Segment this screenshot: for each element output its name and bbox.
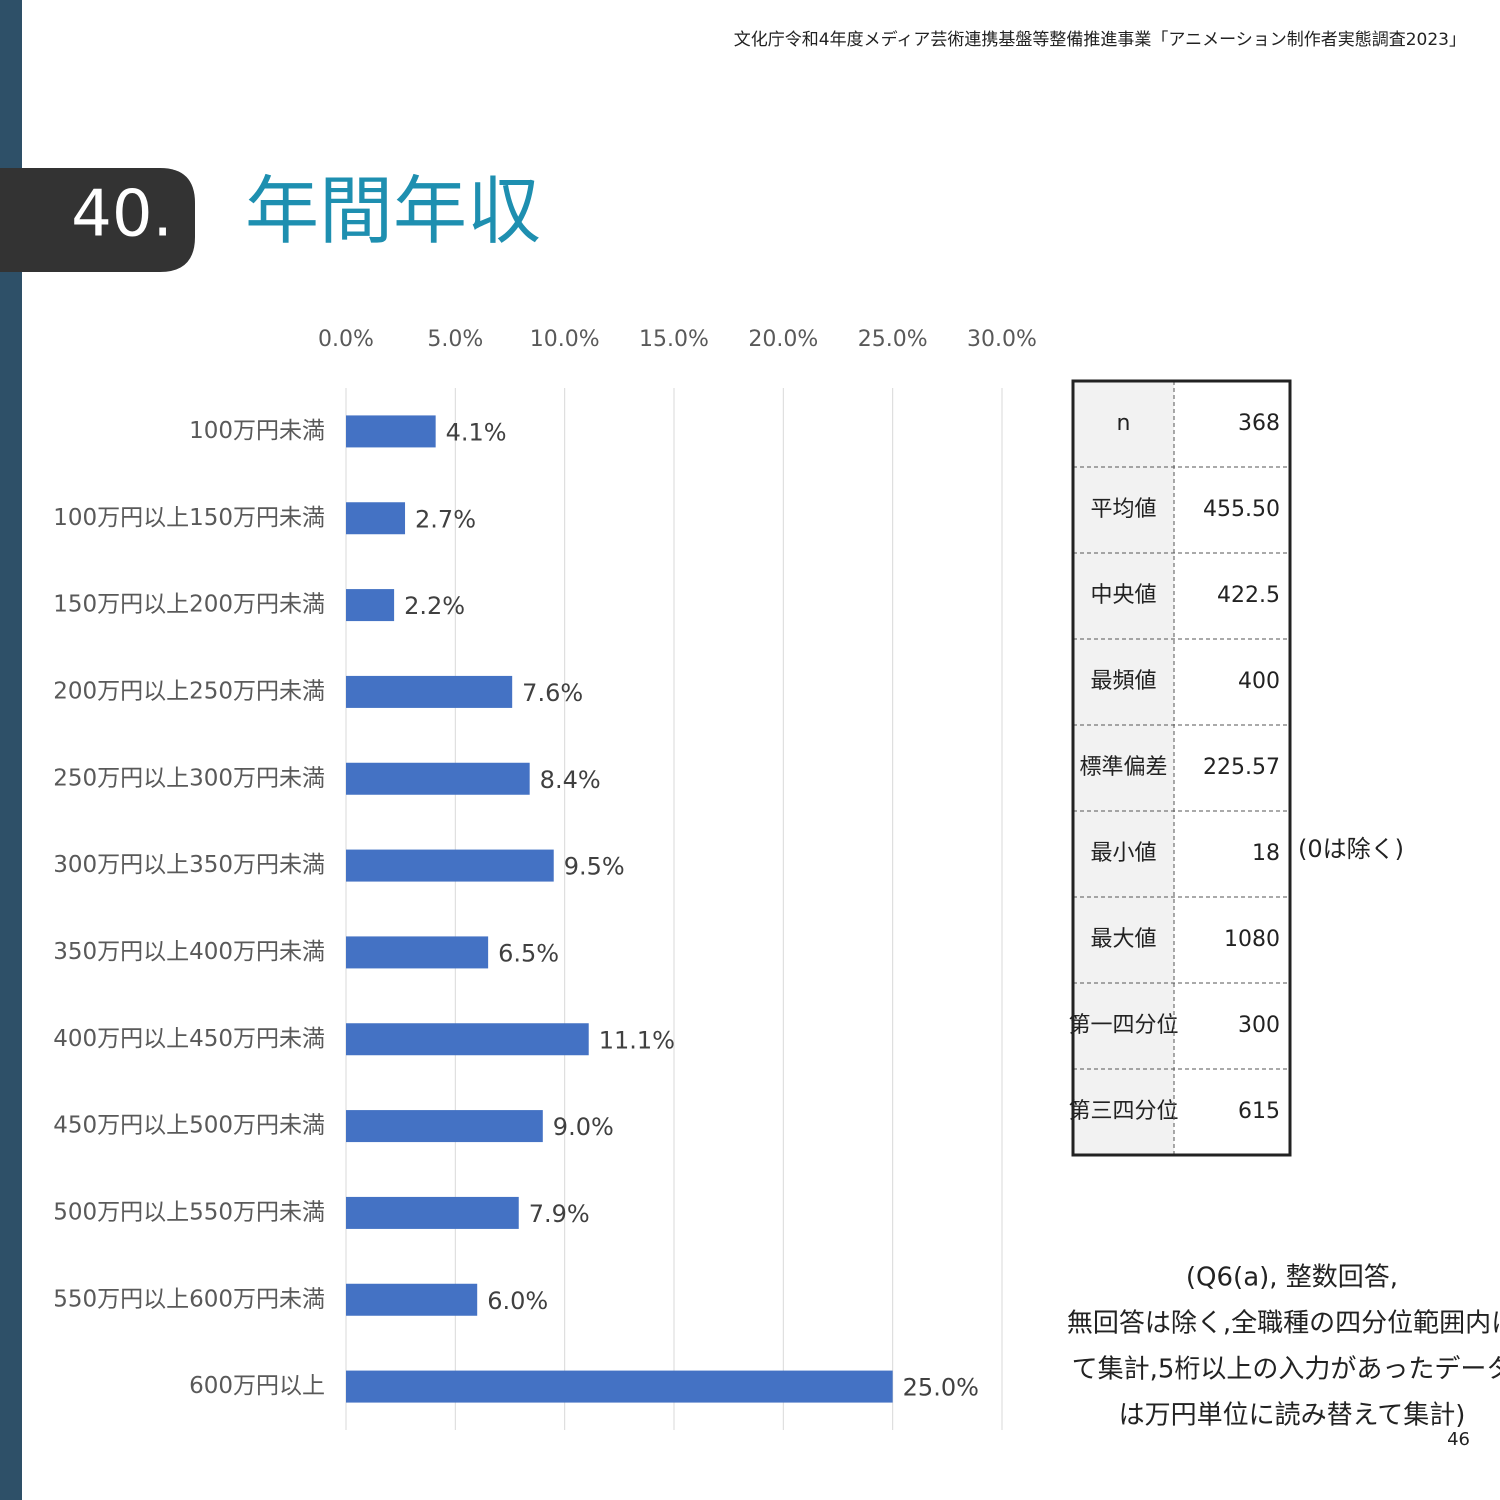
value-label: 9.0% [553, 1113, 614, 1141]
table-label: 最大値 [1090, 927, 1156, 952]
value-label: 8.4% [540, 766, 601, 794]
table-value: 225.57 [1203, 755, 1280, 780]
value-label: 4.1% [446, 418, 507, 446]
table-value: 400 [1238, 669, 1280, 694]
bar [346, 415, 436, 448]
table-label: 第一四分位 [1068, 1013, 1178, 1038]
table-value: 422.5 [1217, 583, 1280, 608]
table-value: 615 [1238, 1099, 1280, 1124]
y-tick-label: 600万円以上 [189, 1373, 325, 1399]
bar [346, 1283, 478, 1316]
bar [346, 849, 554, 882]
y-tick-label: 250万円以上300万円未満 [53, 765, 325, 791]
section-badge [0, 168, 195, 272]
value-label: 2.2% [404, 592, 465, 620]
section-number: 40. [71, 178, 173, 252]
y-tick-label: 450万円以上500万円未満 [53, 1113, 325, 1139]
value-label: 2.7% [415, 505, 476, 533]
min-note: (0は除く) [1298, 835, 1404, 863]
note-line: (Q6(a), 整数回答, [1186, 1263, 1398, 1293]
bar [346, 1023, 589, 1056]
table-label: 中央値 [1090, 583, 1156, 608]
x-tick-label: 30.0% [967, 327, 1037, 352]
bar [346, 1196, 519, 1229]
x-tick-label: 10.0% [530, 327, 600, 352]
table-label-column [1073, 381, 1174, 1155]
header: 文化庁令和4年度メディア芸術連携基盤等整備推進事業「アニメーション制作者実態調査… [734, 29, 1466, 50]
table-label: 平均値 [1090, 497, 1156, 522]
bar [346, 1110, 543, 1143]
value-label: 6.5% [498, 939, 559, 967]
x-tick-label: 25.0% [858, 327, 928, 352]
y-tick-label: 500万円以上550万円未満 [53, 1199, 325, 1225]
table-label: n [1117, 411, 1131, 436]
bar [346, 1370, 893, 1403]
table-value: 300 [1238, 1013, 1280, 1038]
table-value: 18 [1252, 841, 1280, 866]
bar [346, 936, 489, 969]
note-line: は万円単位に読み替えて集計) [1119, 1401, 1466, 1431]
page-number: 46 [1447, 1429, 1470, 1450]
table-value: 368 [1238, 411, 1280, 436]
table-label: 標準偏差 [1079, 755, 1167, 780]
table-label: 最頻値 [1090, 669, 1156, 694]
value-label: 9.5% [564, 853, 625, 881]
x-tick-label: 0.0% [318, 327, 374, 352]
y-tick-label: 400万円以上450万円未満 [53, 1026, 325, 1052]
x-tick-label: 15.0% [639, 327, 709, 352]
y-tick-label: 350万円以上400万円未満 [53, 939, 325, 965]
table-value: 1080 [1224, 927, 1280, 952]
value-label: 11.1% [599, 1026, 675, 1054]
table-label: 最小値 [1090, 841, 1156, 866]
value-label: 7.9% [529, 1200, 590, 1228]
y-tick-label: 550万円以上600万円未満 [53, 1286, 325, 1312]
y-tick-label: 100万円未満 [189, 418, 325, 444]
note-line: て集計,5桁以上の入力があったデータ [1072, 1355, 1500, 1385]
value-label: 25.0% [903, 1374, 979, 1402]
x-tick-label: 20.0% [748, 327, 818, 352]
y-tick-label: 300万円以上350万円未満 [53, 852, 325, 878]
table-border [1071, 379, 1292, 1157]
value-label: 6.0% [487, 1287, 548, 1315]
chart-title: 年間年収 [245, 169, 541, 255]
bar [346, 502, 406, 535]
table-value: 455.50 [1203, 497, 1280, 522]
x-tick-label: 5.0% [427, 327, 483, 352]
y-tick-label: 150万円以上200万円未満 [53, 592, 325, 618]
note-line: 無回答は除く,全職種の四分位範囲内に [1067, 1309, 1500, 1339]
table-label: 第三四分位 [1068, 1099, 1178, 1124]
bar [346, 762, 530, 795]
value-label: 7.6% [522, 679, 583, 707]
y-tick-label: 100万円以上150万円未満 [53, 505, 325, 531]
side-strip [0, 0, 22, 1500]
bar [346, 589, 395, 622]
bar [346, 675, 513, 708]
y-tick-label: 200万円以上250万円未満 [53, 678, 325, 704]
